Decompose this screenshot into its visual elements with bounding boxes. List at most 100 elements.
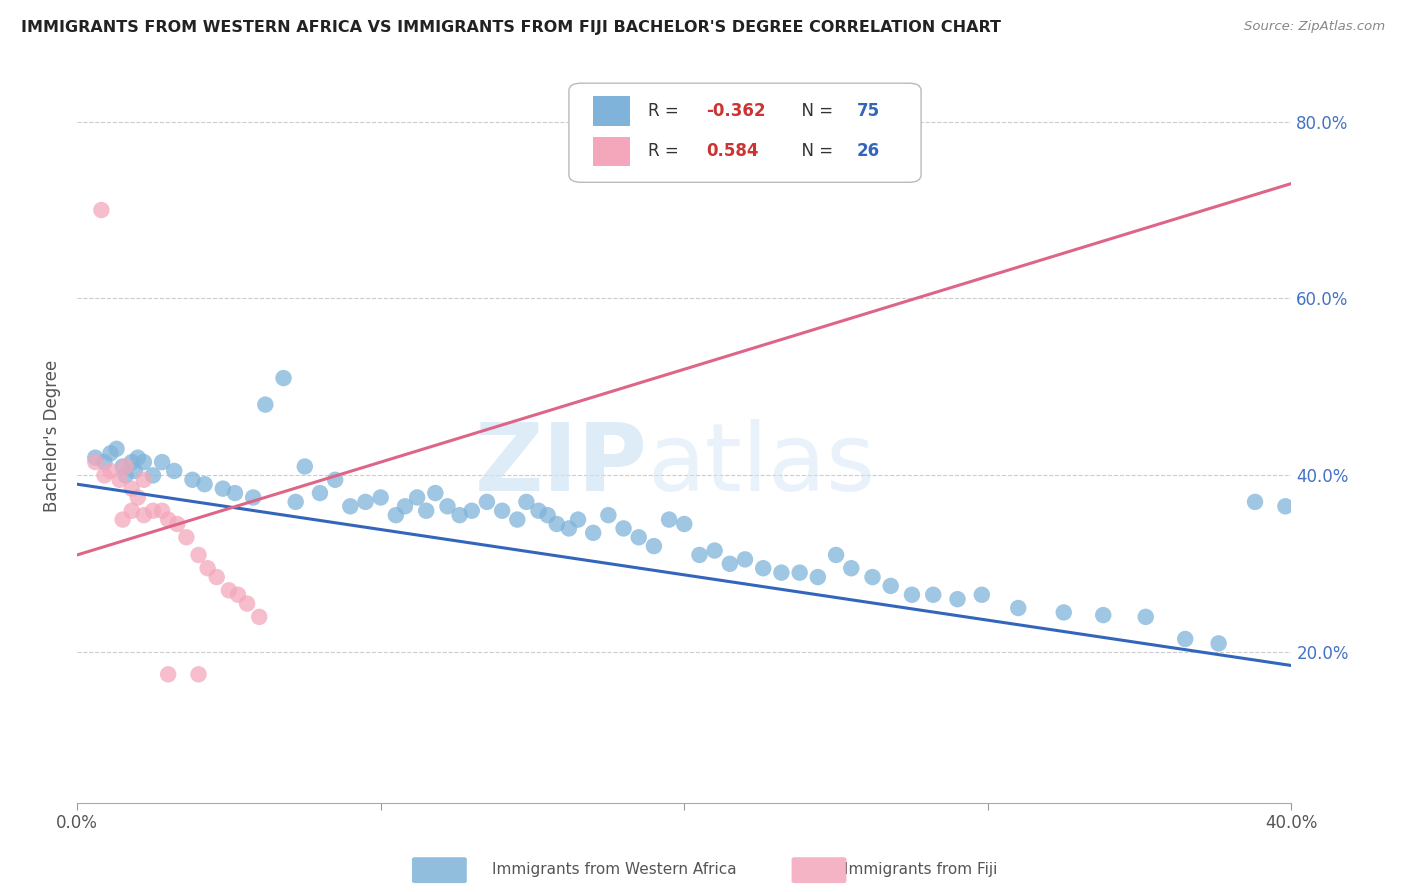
Point <box>176 530 198 544</box>
Point <box>425 486 447 500</box>
Point <box>385 508 408 523</box>
Point <box>1135 610 1157 624</box>
Point <box>132 473 155 487</box>
Point <box>150 504 173 518</box>
Point <box>294 459 316 474</box>
Point <box>627 530 650 544</box>
Point <box>93 468 115 483</box>
Point <box>475 495 498 509</box>
Point <box>339 500 361 514</box>
Point <box>922 588 945 602</box>
Point <box>150 455 173 469</box>
Point <box>901 588 924 602</box>
Point <box>242 491 264 505</box>
Point <box>105 442 128 456</box>
Text: R =: R = <box>648 102 683 120</box>
Point <box>127 450 149 465</box>
Point <box>770 566 793 580</box>
Point <box>546 516 568 531</box>
Point <box>132 455 155 469</box>
Point <box>111 459 134 474</box>
Point <box>100 464 122 478</box>
Point <box>558 521 581 535</box>
Point <box>127 491 149 505</box>
Point <box>187 548 209 562</box>
Point <box>880 579 903 593</box>
FancyBboxPatch shape <box>569 83 921 182</box>
Point <box>114 459 136 474</box>
Point <box>247 610 270 624</box>
Point <box>114 468 136 483</box>
Text: N =: N = <box>792 143 838 161</box>
Point <box>273 371 295 385</box>
Text: Immigrants from Fiji: Immigrants from Fiji <box>844 863 997 877</box>
Point <box>567 512 589 526</box>
Point <box>181 473 204 487</box>
Point <box>436 500 458 514</box>
Point <box>527 504 550 518</box>
Point <box>1244 495 1267 509</box>
Point <box>121 455 143 469</box>
Point <box>394 500 416 514</box>
Point <box>406 491 429 505</box>
Point <box>491 504 513 518</box>
Text: ZIP: ZIP <box>475 419 648 511</box>
Point <box>582 525 605 540</box>
Point <box>218 583 240 598</box>
Point <box>84 455 107 469</box>
Point <box>108 473 131 487</box>
Point <box>224 486 246 500</box>
Point <box>734 552 756 566</box>
Text: Immigrants from Western Africa: Immigrants from Western Africa <box>492 863 737 877</box>
Point <box>461 504 484 518</box>
Point <box>187 667 209 681</box>
Point <box>673 516 696 531</box>
Point <box>90 202 112 217</box>
Point <box>449 508 471 523</box>
Point <box>309 486 332 500</box>
Point <box>121 482 143 496</box>
Text: 26: 26 <box>856 143 880 161</box>
Point <box>718 557 741 571</box>
Point <box>354 495 377 509</box>
Text: Source: ZipAtlas.com: Source: ZipAtlas.com <box>1244 20 1385 33</box>
Point <box>197 561 219 575</box>
Point <box>121 504 143 518</box>
Point <box>166 516 188 531</box>
Point <box>537 508 560 523</box>
Point <box>643 539 665 553</box>
Point <box>93 455 115 469</box>
Point <box>946 592 969 607</box>
Bar <box>593 136 630 166</box>
Point <box>132 508 155 523</box>
Point <box>211 482 233 496</box>
Point <box>515 495 537 509</box>
Point <box>236 597 259 611</box>
Point <box>612 521 634 535</box>
Point <box>254 398 277 412</box>
Text: R =: R = <box>648 143 683 161</box>
Point <box>84 450 107 465</box>
Point <box>703 543 725 558</box>
Point <box>157 512 180 526</box>
Point <box>807 570 830 584</box>
Point <box>100 446 122 460</box>
Point <box>506 512 529 526</box>
Point <box>142 504 165 518</box>
Text: N =: N = <box>792 102 838 120</box>
Point <box>194 477 217 491</box>
Point <box>1092 608 1115 623</box>
Point <box>825 548 848 562</box>
Point <box>658 512 681 526</box>
Point <box>323 473 346 487</box>
Point <box>1274 500 1296 514</box>
Point <box>142 468 165 483</box>
Text: atlas: atlas <box>648 419 876 511</box>
Text: 0.584: 0.584 <box>706 143 759 161</box>
Point <box>284 495 307 509</box>
Y-axis label: Bachelor's Degree: Bachelor's Degree <box>44 359 60 512</box>
Point <box>1007 601 1029 615</box>
Point <box>752 561 775 575</box>
Point <box>970 588 993 602</box>
Bar <box>593 96 630 126</box>
